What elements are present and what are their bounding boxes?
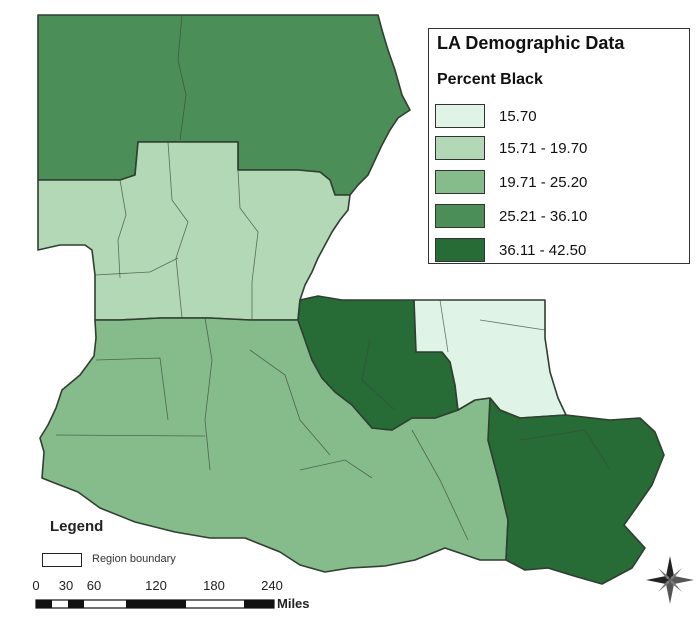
legend-swatch [435,136,485,160]
legend-subtitle: Percent Black [437,71,543,88]
region-boundary-label: Region boundary [92,553,176,565]
legend-heading: Legend [50,518,104,535]
region-central-north [37,141,351,321]
legend-row: 19.71 - 25.20 [435,169,587,195]
legend-range-label: 25.21 - 36.10 [499,207,588,225]
scale-unit-label: Miles [277,596,310,611]
legend-range-label: 36.11 - 42.50 [499,241,587,259]
legend-swatch [435,238,485,262]
legend-range-label: 19.71 - 25.20 [499,173,588,191]
scale-bar [35,599,275,609]
scale-tick-label: 60 [86,578,102,593]
legend-swatch [435,104,485,128]
legend-range-label: 15.70 [499,107,537,125]
legend-row: 36.11 - 42.50 [435,237,586,263]
scale-tick-label: 0 [32,578,40,593]
compass-rose-icon [646,556,694,604]
scale-tick-label: 30 [58,578,74,593]
legend-title: LA Demographic Data [437,33,625,53]
scale-tick-label: 240 [261,578,283,593]
legend-swatch [435,204,485,228]
scale-tick-label: 120 [145,578,167,593]
legend-row: 15.70 [435,103,537,129]
legend-range-label: 15.71 - 19.70 [499,139,588,157]
legend-row: 25.21 - 36.10 [435,203,587,229]
map-legend-panel: LA Demographic Data Percent Black 15.70 … [428,28,690,264]
scale-tick-label: 180 [203,578,225,593]
region-boundary-symbol [42,553,82,567]
legend-swatch [435,170,485,194]
legend-row: 15.71 - 19.70 [435,135,587,161]
region-southeast [487,397,665,585]
